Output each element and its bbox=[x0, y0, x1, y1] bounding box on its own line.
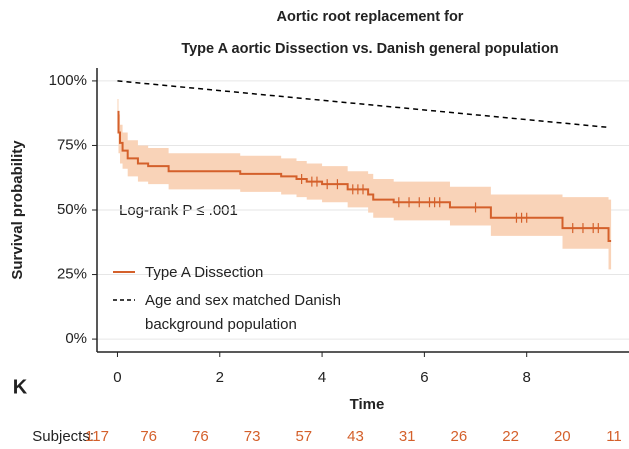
chart-title: Aortic root replacement for bbox=[277, 9, 464, 25]
y-tick-label: 100% bbox=[49, 72, 87, 89]
x-tick-label: 6 bbox=[420, 369, 428, 386]
x-tick-label: 2 bbox=[216, 369, 224, 386]
plot-layer bbox=[97, 80, 629, 340]
y-tick-label: 50% bbox=[57, 201, 87, 218]
risk-count: 57 bbox=[295, 428, 312, 445]
risk-count: 20 bbox=[554, 428, 571, 445]
x-axis-label: Time bbox=[350, 396, 385, 413]
risk-count: 76 bbox=[140, 428, 157, 445]
reference-line bbox=[117, 80, 609, 129]
risk-count: 22 bbox=[502, 428, 519, 445]
risk-table-label: Subjects: bbox=[32, 428, 94, 445]
y-tick-label: 25% bbox=[57, 266, 87, 283]
risk-count: 117 bbox=[85, 428, 109, 445]
x-tick-label: 4 bbox=[318, 369, 326, 386]
chart-title: Type A aortic Dissection vs. Danish gene… bbox=[181, 41, 558, 57]
y-tick-label: 75% bbox=[57, 136, 87, 153]
risk-count: 11 bbox=[606, 428, 622, 445]
x-tick-label: 8 bbox=[523, 369, 531, 386]
risk-count: 43 bbox=[347, 428, 364, 445]
y-tick-label: 0% bbox=[65, 330, 87, 347]
legend-entry: Type A Dissection bbox=[145, 264, 264, 281]
risk-count: 31 bbox=[399, 428, 416, 445]
x-tick-label: 0 bbox=[113, 369, 121, 386]
y-axis-label: Survival probability bbox=[9, 140, 26, 280]
risk-count: 73 bbox=[244, 428, 261, 445]
legend-entry: Age and sex matched Danish background po… bbox=[145, 292, 341, 333]
risk-count: 26 bbox=[451, 428, 468, 445]
risk-count: 76 bbox=[192, 428, 209, 445]
panel-label: K bbox=[13, 376, 28, 398]
confidence-band bbox=[117, 98, 612, 270]
